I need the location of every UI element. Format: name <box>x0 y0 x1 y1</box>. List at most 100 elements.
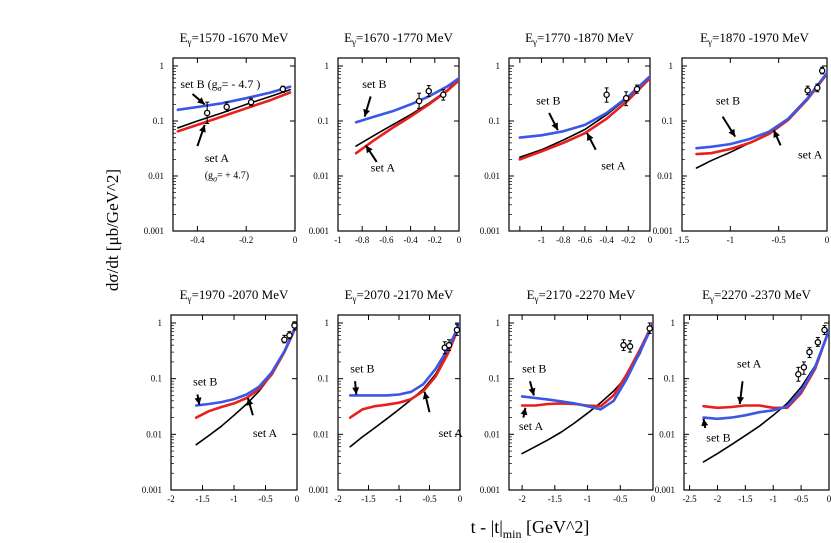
annotation-label: set A <box>371 161 396 175</box>
x-tick-label: -1.5 <box>195 494 210 504</box>
data-point <box>279 85 287 93</box>
x-tick-label: -1 <box>727 235 735 245</box>
title-energy: =2170 -2270 MeV <box>539 287 636 302</box>
y-tick-label: 1 <box>325 61 330 71</box>
data-point <box>281 336 288 344</box>
y-tick-label: 0.01 <box>313 429 329 439</box>
plot-frame <box>172 57 296 232</box>
x-tick-label: -1 <box>230 494 238 504</box>
data-point <box>814 84 821 92</box>
x-axis-label-main: t - |t| <box>471 517 503 537</box>
curve-set-a <box>354 79 459 155</box>
y-tick-label: 0.01 <box>657 171 673 181</box>
x-tick-label: -0.2 <box>239 235 253 245</box>
y-tick-label: 0.001 <box>653 226 673 236</box>
annotation-label: (gσ= + 4.7) <box>205 171 249 184</box>
panel-title: Eγ=1670 -1770 MeV <box>344 30 453 47</box>
annotation-arrowhead <box>365 145 373 154</box>
x-tick-label: -1 <box>769 494 777 504</box>
x-tick-label: -2 <box>518 494 526 504</box>
title-E: E <box>345 287 353 302</box>
curve-set-b <box>695 71 827 150</box>
annotation-label: set B <box>716 93 740 107</box>
data-point <box>633 85 641 93</box>
panel-title: Eγ=1970 -2070 MeV <box>180 287 289 304</box>
y-tick-label: 0.1 <box>318 116 329 126</box>
x-tick-label: -0.5 <box>772 235 787 245</box>
annotation-rest: = - 4.7 ) <box>222 77 261 91</box>
curve-set-b <box>702 328 829 421</box>
title-gamma: γ <box>534 294 539 304</box>
title-energy: =1570 -1670 MeV <box>192 30 289 45</box>
y-tick-label: 0.01 <box>313 171 329 181</box>
annotation-arrowhead <box>246 397 254 406</box>
title-gamma: γ <box>187 294 192 304</box>
data-point <box>247 98 255 106</box>
annotation-arrowhead <box>701 418 709 427</box>
annotation-label: set A <box>205 151 230 165</box>
curve-black <box>519 75 650 158</box>
annotation-text: set B (g <box>180 77 217 91</box>
annotation-arrowhead <box>194 397 202 405</box>
title-E: E <box>527 287 535 302</box>
title-gamma: γ <box>709 294 714 304</box>
annotation-arrowhead <box>773 130 780 138</box>
y-tick-label: 0.1 <box>318 374 329 384</box>
data-point <box>821 326 828 334</box>
x-tick-label: -1.5 <box>738 494 753 504</box>
annotation-arrowhead <box>422 391 430 400</box>
x-tick-label: -1 <box>395 494 403 504</box>
x-tick-label: -0.6 <box>379 235 394 245</box>
x-tick-label: -1.5 <box>548 494 563 504</box>
curve-set-a <box>702 328 829 410</box>
y-tick-label: 1 <box>160 61 165 71</box>
x-tick-label: 0 <box>648 235 653 245</box>
panel-7: Eγ=2170 -2270 MeV 0.001 0.01 0.1 1 -2 -1.5 -1 -0… <box>480 287 656 504</box>
title-E: E <box>180 287 188 302</box>
y-tick-label: 0.01 <box>148 171 164 181</box>
x-tick-label: -0.8 <box>556 235 571 245</box>
plot-frame <box>681 57 828 232</box>
y-tick-label: 1 <box>325 318 330 328</box>
annotation-arrowhead <box>587 133 594 141</box>
panel-title: Eγ=2270 -2370 MeV <box>702 287 811 304</box>
annotation-label: set B <box>706 430 730 444</box>
x-tick-label: -1.5 <box>675 235 690 245</box>
data-point <box>818 67 826 74</box>
plot-frame <box>683 314 830 491</box>
panel-6: Eγ=2070 -2170 MeV 0.001 0.01 0.1 1 -2 -1.5 -1 -0… <box>309 287 464 504</box>
title-E: E <box>702 287 710 302</box>
y-tick-label: 0.1 <box>489 374 500 384</box>
data-point <box>440 91 447 99</box>
annotation-label: set B <box>362 77 386 91</box>
x-tick-label: 0 <box>293 235 298 245</box>
x-tick-label: 0 <box>457 235 462 245</box>
y-tick-label: 0.1 <box>489 116 500 126</box>
y-tick-label: 1 <box>496 318 501 328</box>
data-point <box>425 87 432 95</box>
annotation-arrowhead <box>737 396 745 405</box>
x-tick-label: 0 <box>458 494 463 504</box>
data-point <box>286 332 293 339</box>
y-tick-label: 1 <box>671 318 676 328</box>
data-point <box>800 364 808 371</box>
x-axis-label-unit: [GeV^2] <box>521 517 589 537</box>
data-point <box>445 341 453 349</box>
curve-black <box>521 322 653 455</box>
title-energy: =2270 -2370 MeV <box>714 287 811 302</box>
data-point <box>453 326 461 334</box>
x-tick-label: -0.5 <box>258 494 273 504</box>
x-tick-label: -0.8 <box>355 235 370 245</box>
annotation-label: set A <box>798 147 823 161</box>
title-energy: =2070 -2170 MeV <box>357 287 454 302</box>
annotation-arrowhead <box>551 122 558 131</box>
x-tick-label: -1 <box>584 494 592 504</box>
data-point <box>223 103 230 111</box>
title-gamma: γ <box>707 37 712 47</box>
curve-set-b <box>520 322 653 411</box>
x-tick-label: -2.5 <box>682 494 697 504</box>
data-point <box>626 343 634 350</box>
curve-set-b <box>348 321 460 397</box>
annotation-label: set A <box>519 419 544 433</box>
